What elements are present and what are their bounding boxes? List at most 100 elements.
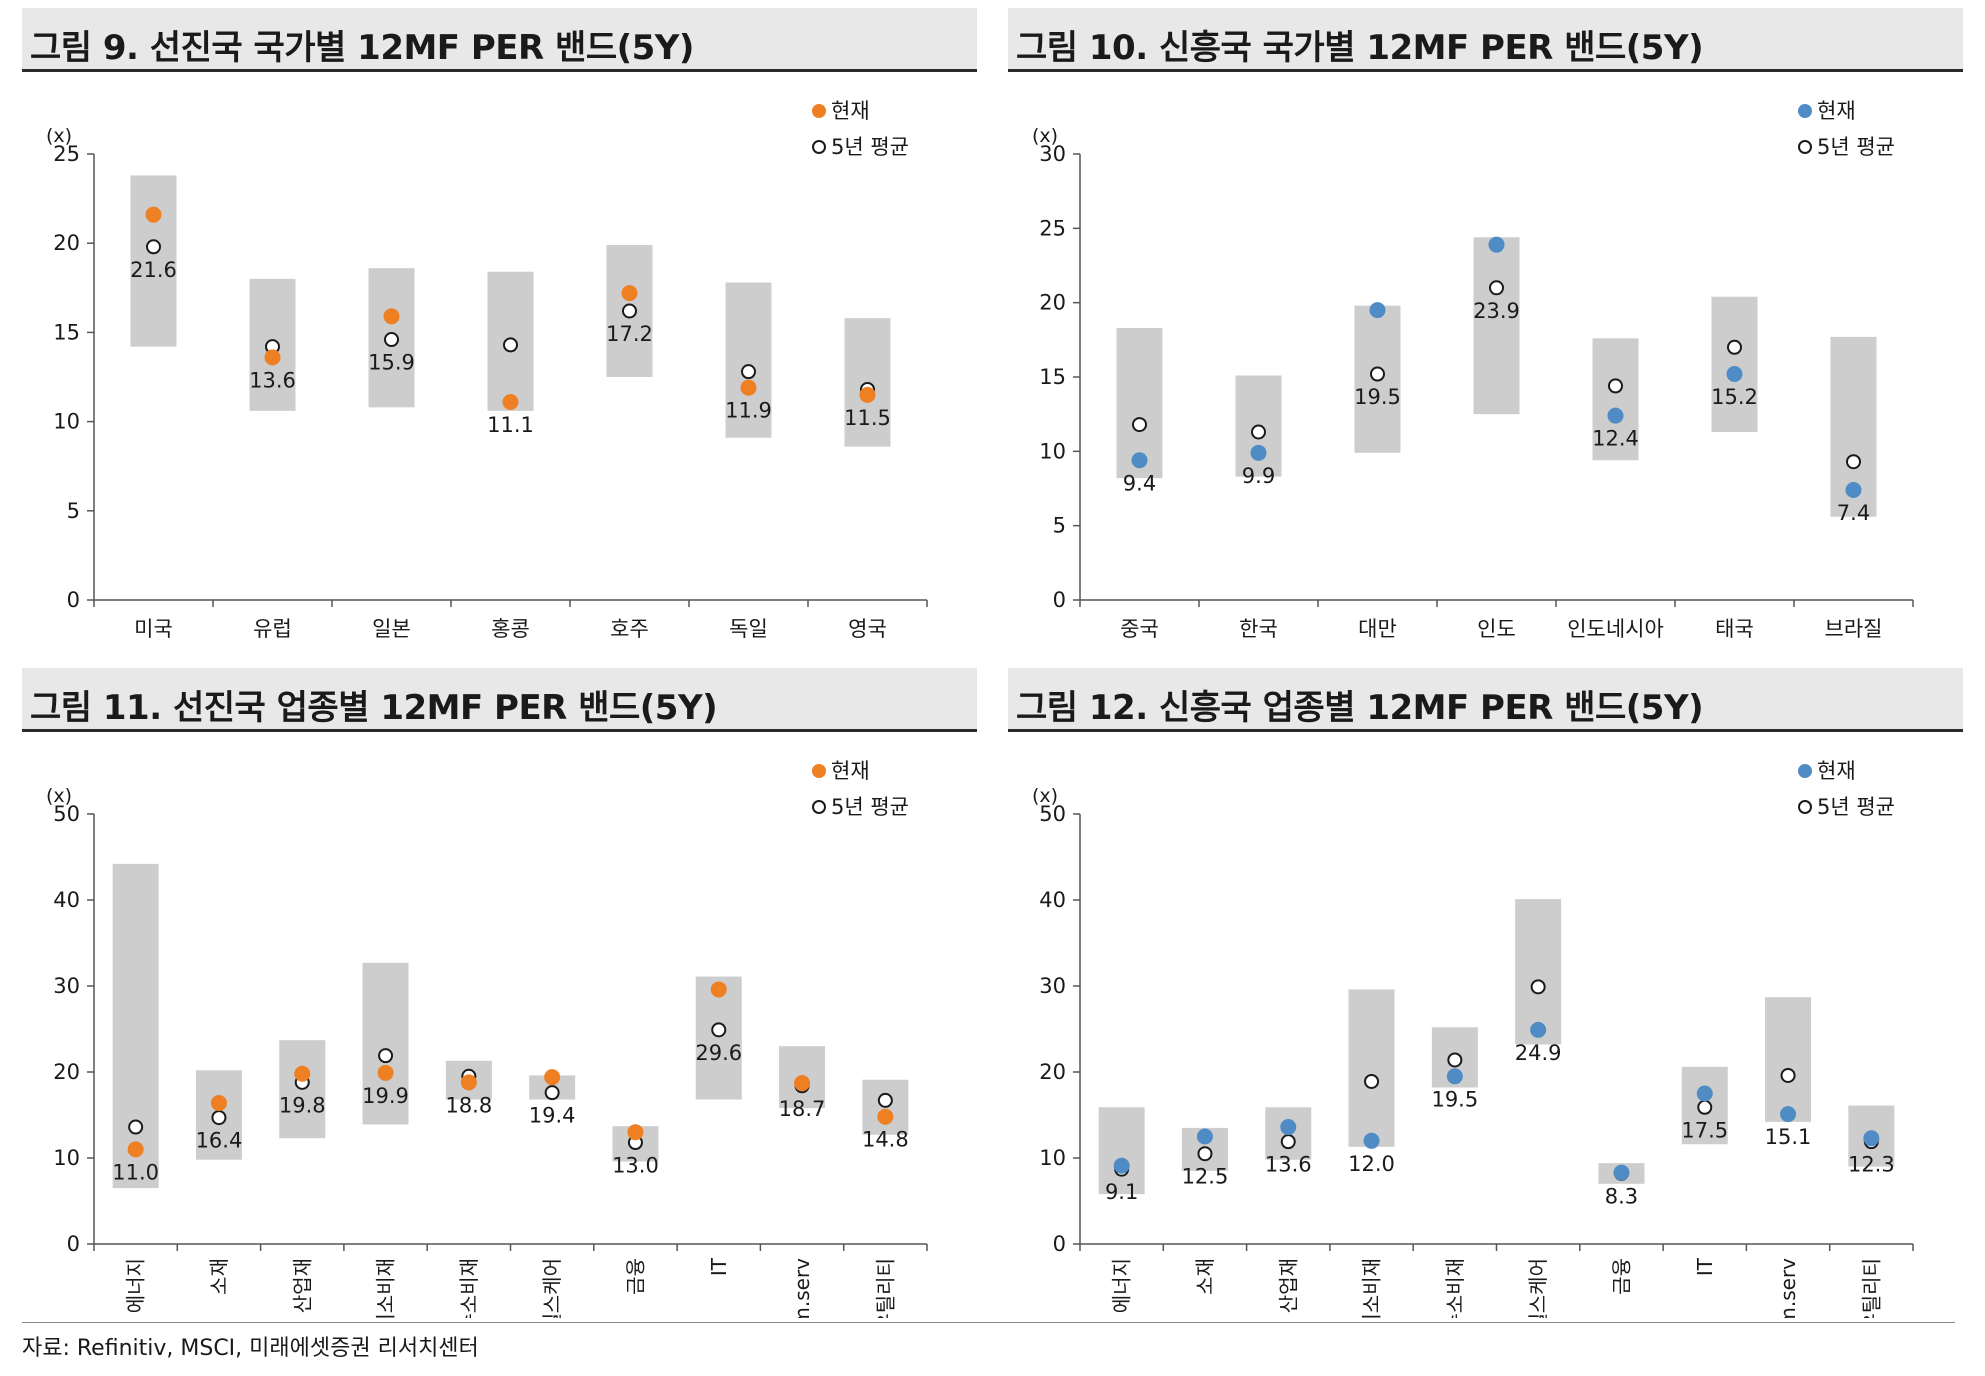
per-band-chart: (x) 0 5 10 15 20 25 30 중국 한국 대만 인도 인도네시아 태국 브라질 9.4 9.9 1… <box>1032 99 1914 641</box>
source-divider <box>22 1322 1955 1323</box>
chart-title: 그림 11. 선진국 업종별 12MF PER 밴드(5Y) <box>30 688 718 728</box>
x-category-label: 유럽 <box>253 617 292 641</box>
x-category-label: 소재 <box>1193 1258 1217 1295</box>
average-marker <box>378 1048 394 1064</box>
y-tick-label: 5 <box>1053 514 1066 538</box>
current-marker <box>1369 302 1386 319</box>
current-value-label: 19.5 <box>1354 385 1401 409</box>
current-marker <box>264 349 281 366</box>
y-tick-label: 25 <box>53 142 80 166</box>
current-value-label: 29.6 <box>695 1041 742 1065</box>
average-marker <box>1370 366 1385 382</box>
y-unit-label: (x) <box>1032 785 1058 807</box>
per-band-bar <box>725 282 772 438</box>
x-category-label: 소재 <box>207 1258 231 1295</box>
current-marker <box>377 1064 394 1081</box>
x-category-label: 산업재 <box>1276 1258 1300 1313</box>
legend-average-label: 5년 평균 <box>831 135 909 159</box>
x-category-label: Comm.serv <box>1776 1258 1800 1318</box>
x-category-label: 금융 <box>623 1258 647 1295</box>
chart-title: 그림 12. 신흥국 업종별 12MF PER 밴드(5Y) <box>1016 688 1704 728</box>
current-value-label: 19.5 <box>1431 1087 1478 1111</box>
average-marker <box>544 1085 560 1101</box>
y-tick-label: 30 <box>1039 974 1066 998</box>
legend-current-marker <box>1798 764 1812 778</box>
current-marker <box>294 1065 311 1082</box>
average-marker <box>622 303 637 319</box>
average-marker <box>711 1022 727 1038</box>
legend-average-marker <box>1798 140 1812 154</box>
x-category-label: 경기소비재 <box>374 1258 398 1318</box>
y-tick-label: 30 <box>53 974 80 998</box>
current-value-label: 9.9 <box>1242 464 1275 488</box>
current-value-label: 19.8 <box>279 1093 326 1117</box>
per-band-bar <box>112 863 159 1189</box>
x-category-label: 유틸리티 <box>1859 1258 1883 1318</box>
average-marker <box>1197 1146 1213 1162</box>
current-value-label: 11.1 <box>487 413 534 437</box>
y-tick-label: 30 <box>1039 142 1066 166</box>
per-band-bar <box>362 962 409 1125</box>
y-tick-label: 10 <box>53 1146 80 1170</box>
x-category-label: 헬스케어 <box>1526 1258 1550 1318</box>
current-marker <box>1845 481 1862 498</box>
y-tick-label: 20 <box>53 1060 80 1084</box>
current-marker <box>1488 236 1505 253</box>
average-marker <box>1280 1134 1296 1150</box>
average-marker <box>1697 1099 1713 1115</box>
x-category-label: 호주 <box>610 617 649 641</box>
legend-current-label: 현재 <box>1817 759 1856 783</box>
y-tick-label: 10 <box>1039 1146 1066 1170</box>
y-tick-label: 50 <box>53 802 80 826</box>
average-marker <box>211 1110 227 1126</box>
x-category-label: 한국 <box>1239 617 1278 641</box>
average-marker <box>1489 280 1504 296</box>
current-marker <box>710 981 727 998</box>
current-marker <box>1250 444 1267 461</box>
current-marker <box>502 393 519 410</box>
source-note: 자료: Refinitiv, MSCI, 미래에셋증권 리서치센터 <box>22 1336 479 1361</box>
legend-average-label: 5년 평균 <box>1817 135 1895 159</box>
per-band-bar <box>1765 997 1812 1122</box>
current-value-label: 12.3 <box>1848 1153 1895 1177</box>
current-marker <box>1613 1164 1630 1181</box>
y-unit-label: (x) <box>1032 125 1058 147</box>
legend-current-label: 현재 <box>831 99 870 123</box>
chart-title: 그림 10. 신흥국 국가별 12MF PER 밴드(5Y) <box>1016 28 1704 68</box>
current-marker <box>1607 407 1624 424</box>
x-category-label: Comm.serv <box>790 1258 814 1318</box>
current-value-label: 15.2 <box>1711 385 1758 409</box>
y-tick-label: 10 <box>53 410 80 434</box>
average-marker <box>384 332 399 348</box>
current-value-label: 9.1 <box>1105 1180 1138 1204</box>
legend-current-marker <box>812 764 826 778</box>
y-tick-label: 15 <box>1039 365 1066 389</box>
current-value-label: 11.0 <box>112 1160 159 1184</box>
average-marker <box>1846 454 1861 470</box>
y-tick-label: 50 <box>1039 802 1066 826</box>
legend-average-marker <box>1798 800 1812 814</box>
per-band-chart: (x) 0 10 20 30 40 50 에너지 소재 산업재 경기소비재 필수소비재 헬스케어 금융 IT… <box>1032 759 1914 1318</box>
legend-average-label: 5년 평균 <box>831 795 909 819</box>
average-marker <box>1251 424 1266 440</box>
y-unit-label: (x) <box>46 785 72 807</box>
x-category-label: IT <box>1693 1257 1717 1276</box>
current-value-label: 11.9 <box>725 399 772 423</box>
current-value-label: 19.9 <box>362 1084 409 1108</box>
current-value-label: 9.4 <box>1123 471 1156 495</box>
legend-current-marker <box>812 104 826 118</box>
y-tick-label: 20 <box>1039 1060 1066 1084</box>
per-band-bar <box>1515 899 1562 1045</box>
average-marker <box>877 1092 893 1108</box>
current-marker <box>1363 1132 1380 1149</box>
chart-panel-dm-sector: 그림 11. 선진국 업종별 12MF PER 밴드(5Y) (x) 0 10 20 3… <box>22 668 977 1318</box>
x-category-label: 유틸리티 <box>873 1258 897 1318</box>
legend-average-label: 5년 평균 <box>1817 795 1895 819</box>
current-marker <box>1113 1157 1130 1174</box>
x-category-label: 필수소비재 <box>457 1258 481 1318</box>
current-marker <box>1446 1068 1463 1085</box>
y-tick-label: 0 <box>1053 588 1066 612</box>
legend-current-label: 현재 <box>831 759 870 783</box>
per-band-chart: (x) 0 5 10 15 20 25 미국 유럽 일본 홍콩 호주 독일 영국 21.6 13.6 15.9 1… <box>46 99 928 641</box>
current-value-label: 13.0 <box>612 1154 659 1178</box>
